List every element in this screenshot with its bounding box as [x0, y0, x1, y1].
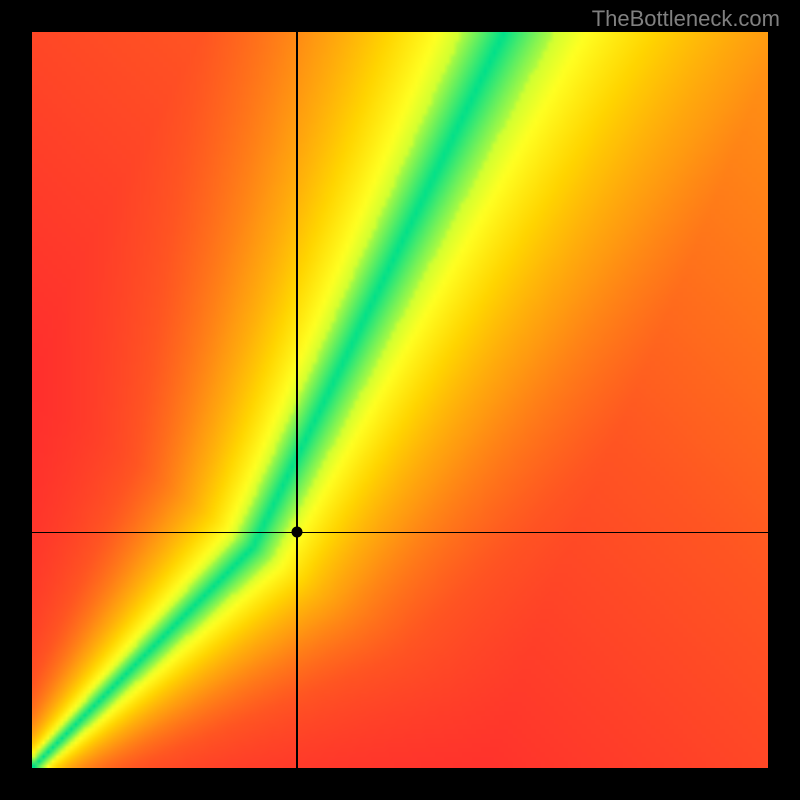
plot-area — [32, 32, 768, 768]
heatmap-canvas — [32, 32, 768, 768]
chart-container: TheBottleneck.com — [0, 0, 800, 800]
watermark-text: TheBottleneck.com — [592, 6, 780, 32]
